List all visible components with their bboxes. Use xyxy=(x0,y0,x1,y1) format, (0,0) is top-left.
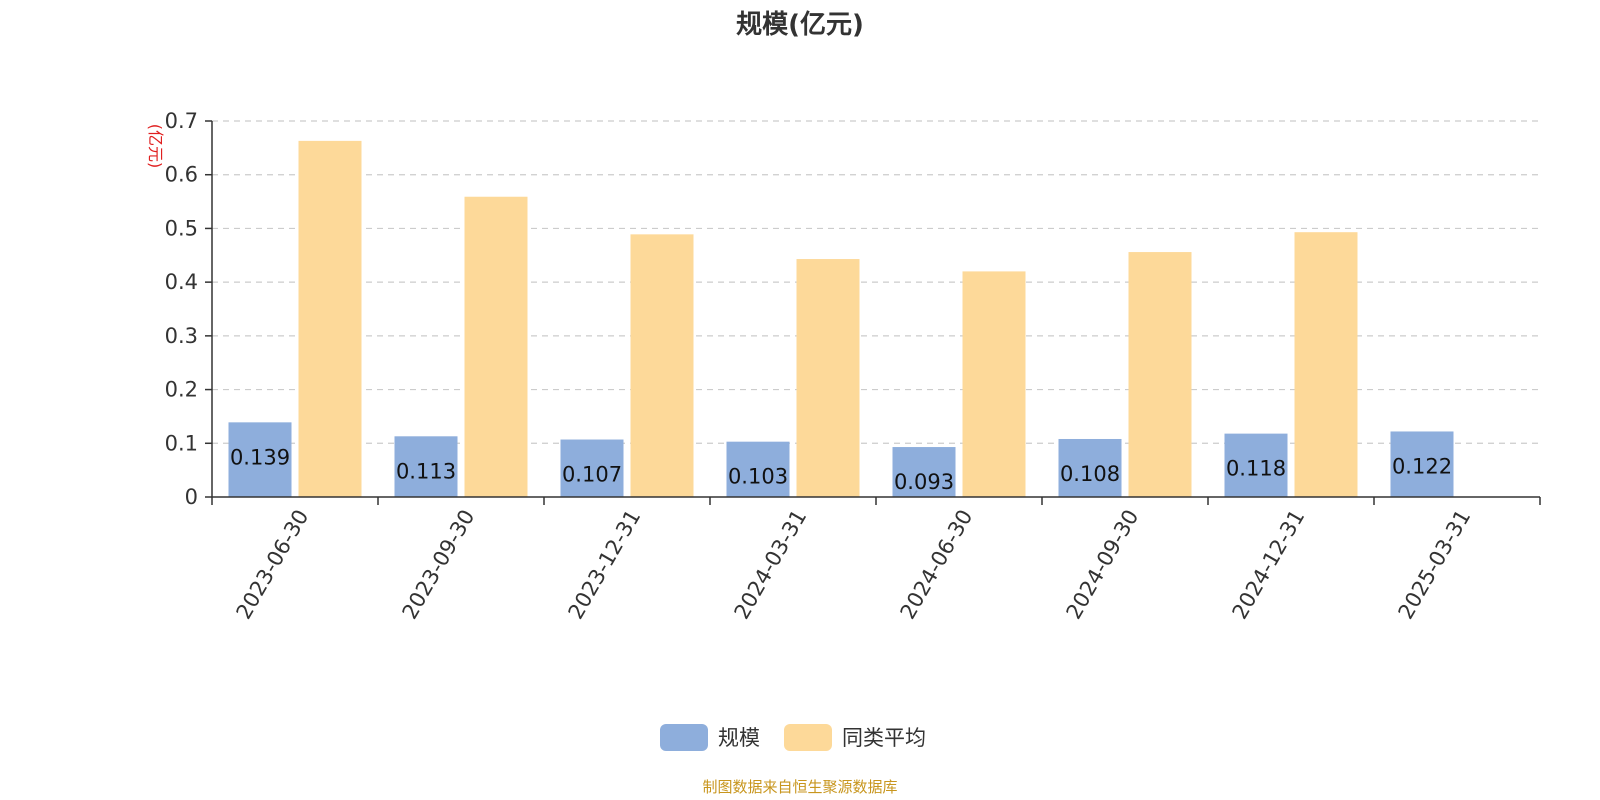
bar-peer-average[interactable] xyxy=(796,259,860,497)
data-label: 0.108 xyxy=(1060,462,1120,486)
x-tick-label: 2024-09-30 xyxy=(1062,506,1144,624)
legend-swatch[interactable] xyxy=(660,724,708,751)
legend-swatch[interactable] xyxy=(784,724,832,751)
bar-peer-average[interactable] xyxy=(1128,252,1192,497)
gridlines xyxy=(212,120,1540,444)
bar-scale[interactable] xyxy=(892,447,956,497)
data-label: 0.103 xyxy=(728,465,788,489)
bar-scale[interactable] xyxy=(726,441,790,497)
data-label: 0.113 xyxy=(396,459,456,483)
x-tick-label: 2024-03-31 xyxy=(730,506,812,624)
x-tick-label: 2023-12-31 xyxy=(564,506,646,624)
bar-peer-average[interactable] xyxy=(630,234,694,497)
data-source-note: 制图数据来自恒生聚源数据库 xyxy=(702,778,897,796)
y-axis-unit: (亿元) xyxy=(146,124,165,169)
bar-peer-average[interactable] xyxy=(1294,232,1358,497)
y-tick-label: 0.5 xyxy=(165,216,198,240)
x-tick-label: 2024-06-30 xyxy=(896,506,978,624)
bar-peer-average[interactable] xyxy=(962,271,1026,497)
y-tick-label: 0.1 xyxy=(165,431,198,455)
y-tick-label: 0.6 xyxy=(165,163,198,187)
bars: 0.139 0.113 0.107 0.103 0.093 0.108 0.118 0.122 xyxy=(228,140,1454,498)
x-tick-label: 2024-12-31 xyxy=(1228,506,1310,624)
bar-scale[interactable] xyxy=(560,439,624,497)
data-label: 0.139 xyxy=(230,445,290,469)
bar-scale[interactable] xyxy=(1058,438,1122,497)
y-tick-label: 0.3 xyxy=(165,324,198,348)
bar-scale[interactable] xyxy=(1390,431,1454,497)
x-tick-label: 2025-03-31 xyxy=(1394,506,1476,624)
bar-peer-average[interactable] xyxy=(298,140,362,498)
x-tick-label: 2023-09-30 xyxy=(398,506,480,624)
bar-scale[interactable] xyxy=(228,422,292,497)
y-tick-label: 0.4 xyxy=(165,270,198,294)
bar-scale[interactable] xyxy=(1224,433,1288,497)
y-tick-label: 0 xyxy=(185,485,198,509)
chart-title: 规模(亿元) xyxy=(736,10,864,40)
data-label: 0.093 xyxy=(894,470,954,494)
legend-label[interactable]: 同类平均 xyxy=(842,726,926,750)
data-label: 0.122 xyxy=(1392,454,1452,478)
y-tick-label: 0.2 xyxy=(165,378,198,402)
bar-scale[interactable] xyxy=(394,436,458,497)
legend-label[interactable]: 规模 xyxy=(718,726,760,750)
x-tick-label: 2023-06-30 xyxy=(232,506,314,624)
legend[interactable]: 规模 同类平均 xyxy=(660,724,926,751)
data-label: 0.118 xyxy=(1226,457,1286,481)
data-label: 0.107 xyxy=(562,463,622,487)
bar-peer-average[interactable] xyxy=(464,196,528,498)
y-tick-label: 0.7 xyxy=(165,109,198,133)
